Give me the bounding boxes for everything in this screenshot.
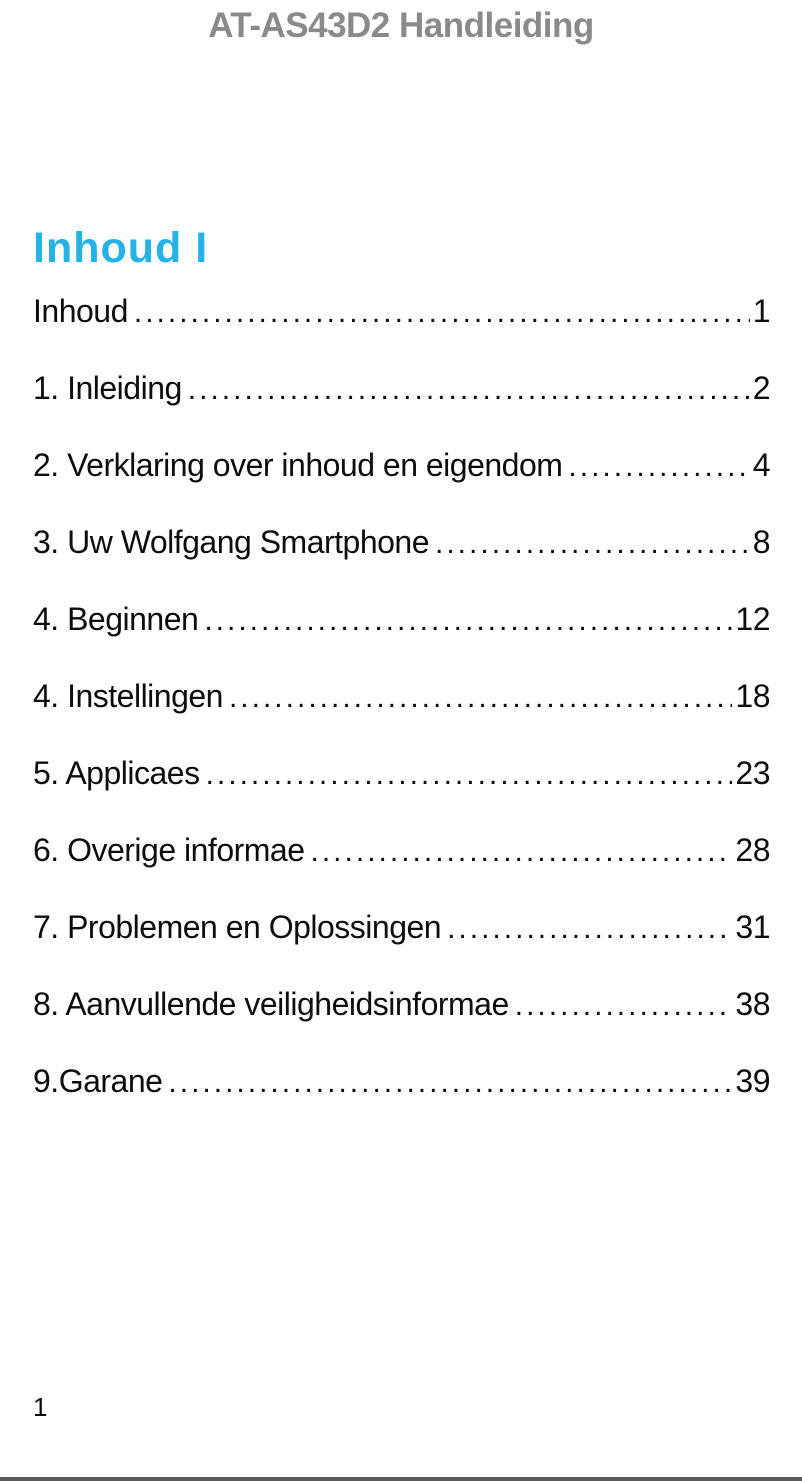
toc-entry[interactable]: 6. Overige informae 28 [33, 832, 770, 909]
toc-heading: Inhoud I [33, 224, 209, 272]
toc-entry-label: 4. Instellingen [33, 678, 223, 714]
toc-entry[interactable]: 3. Uw Wolfgang Smartphone 8 [33, 524, 771, 601]
toc-entry-page: 2 [752, 370, 771, 406]
toc-entry[interactable]: 4. Instellingen 18 [33, 678, 770, 755]
toc-entry[interactable]: 7. Problemen en Oplossingen 31 [33, 909, 770, 986]
toc-entry-page: 12 [735, 601, 770, 637]
toc-entry-page: 39 [735, 1063, 770, 1099]
dot-leader [204, 604, 732, 638]
toc-entry-page: 4 [752, 447, 771, 483]
toc-entry[interactable]: Inhoud 1 [33, 293, 771, 370]
toc-entry-label: 5. Applicaes [33, 755, 200, 791]
toc-entry-label: 7. Problemen en Oplossingen [33, 909, 442, 945]
toc-entry-label: 3. Uw Wolfgang Smartphone [33, 524, 430, 560]
toc-entry[interactable]: 2. Verklaring over inhoud en eigendom 4 [33, 447, 771, 524]
table-of-contents: Inhoud 1 1. Inleiding 2 2. Verklaring ov… [33, 293, 771, 1140]
dot-leader [515, 989, 733, 1023]
dot-leader [168, 1066, 732, 1100]
dot-leader [568, 450, 749, 484]
document-title: AT-AS43D2 Handleiding [208, 6, 594, 45]
toc-entry[interactable]: 5. Applicaes 23 [33, 755, 770, 832]
dot-leader [134, 296, 750, 330]
toc-entry-page: 23 [735, 755, 770, 791]
toc-entry-page: 18 [735, 678, 770, 714]
toc-entry-page: 1 [752, 293, 771, 329]
dot-leader [311, 835, 733, 869]
dot-leader [435, 527, 750, 561]
dot-leader [229, 681, 732, 715]
toc-entry-page: 31 [735, 909, 770, 945]
bottom-rule-divider [0, 1477, 802, 1481]
toc-entry[interactable]: 1. Inleiding 2 [33, 370, 771, 447]
toc-entry-label: 4. Beginnen [33, 601, 199, 637]
toc-entry-label: 1. Inleiding [33, 370, 182, 406]
dot-leader [447, 912, 732, 946]
toc-entry[interactable]: 9.Garane 39 [33, 1063, 770, 1140]
toc-entry-label: 8. Aanvullende veiligheidsinformae [33, 986, 509, 1022]
toc-entry-label: Inhoud [33, 293, 128, 329]
toc-entry[interactable]: 8. Aanvullende veiligheidsinformae 38 [33, 986, 770, 1063]
page-number: 1 [33, 1392, 48, 1422]
dot-leader [206, 758, 733, 792]
toc-entry[interactable]: 4. Beginnen 12 [33, 601, 770, 678]
toc-entry-label: 6. Overige informae [33, 832, 305, 868]
toc-entry-page: 38 [735, 986, 770, 1022]
toc-entry-page: 8 [752, 524, 771, 560]
toc-entry-page: 28 [735, 832, 770, 868]
dot-leader [188, 373, 750, 407]
toc-entry-label: 9.Garane [33, 1063, 163, 1099]
toc-entry-label: 2. Verklaring over inhoud en eigendom [33, 447, 563, 483]
